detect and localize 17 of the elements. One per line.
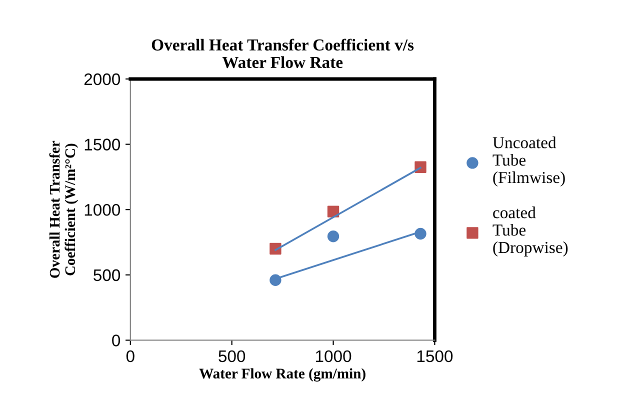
y-tick-label: 500 — [94, 269, 120, 282]
y-tick-label: 2000 — [84, 73, 120, 86]
legend-label: Uncoated Tube (Filmwise) — [492, 136, 565, 187]
y-tick-label: 0 — [112, 334, 120, 346]
y-tick-label: 1000 — [84, 204, 120, 216]
chart-title: Overall Heat Transfer Coefficient v/s Water Flow Rate — [152, 38, 414, 68]
x-tick-label: 0 — [126, 350, 134, 362]
y-tick-label: 1500 — [84, 138, 120, 150]
x-tick-label: 500 — [218, 350, 246, 362]
x-axis-title: Water Flow Rate (gm/min) — [199, 368, 366, 382]
point — [327, 230, 340, 242]
point — [270, 274, 282, 286]
x-tick-label: 1500 — [417, 350, 453, 362]
y-axis-title: Overall Heat Transfer Coefficient (W/m²°C) — [49, 140, 78, 278]
point — [327, 206, 340, 218]
legend-label: coated Tube (Dropwise) — [492, 206, 568, 256]
x-tick-label: 1000 — [316, 350, 352, 362]
